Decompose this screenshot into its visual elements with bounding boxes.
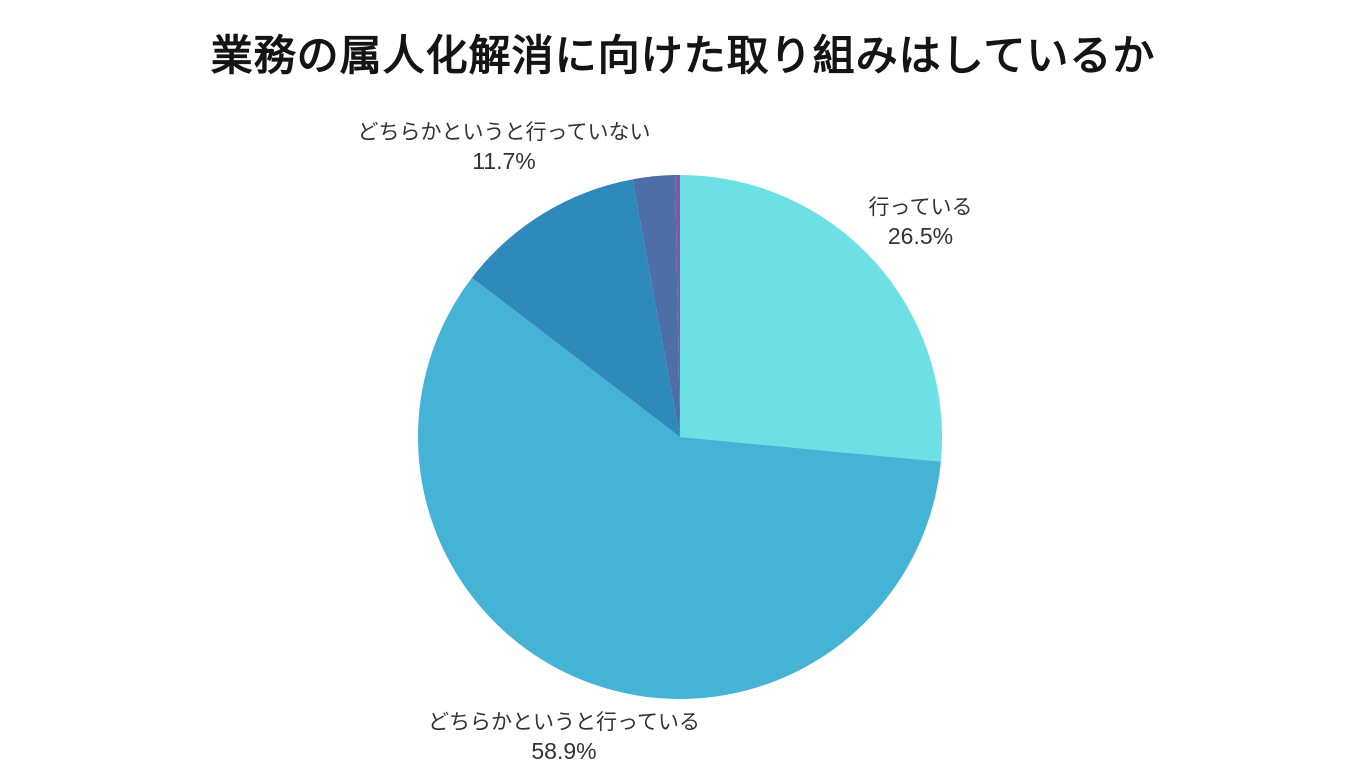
slice-callout-somewhat-not-doing: どちらかというと行っていない 11.7% — [329, 118, 679, 176]
slice-label: 行っている — [868, 196, 973, 219]
pie-slice-0 — [680, 175, 943, 462]
slice-label: どちらかというと行っている — [428, 711, 700, 734]
pie-slice-1 — [418, 277, 941, 699]
pie-slice-4 — [675, 175, 680, 437]
pie-slice-3 — [632, 175, 680, 438]
pie-slice-2 — [471, 179, 680, 437]
slice-percent: 11.7% — [472, 148, 536, 174]
slice-percent: 58.9% — [531, 738, 597, 764]
slice-callout-somewhat-doing: どちらかというと行っている 58.9% — [389, 708, 739, 766]
chart-title: 業務の属人化解消に向けた取り組みはしているか — [210, 32, 1156, 79]
slice-label: どちらかというと行っていない — [357, 121, 651, 144]
slice-percent: 26.5% — [887, 223, 954, 249]
slice-callout-doing: 行っている 26.5% — [788, 193, 1053, 251]
